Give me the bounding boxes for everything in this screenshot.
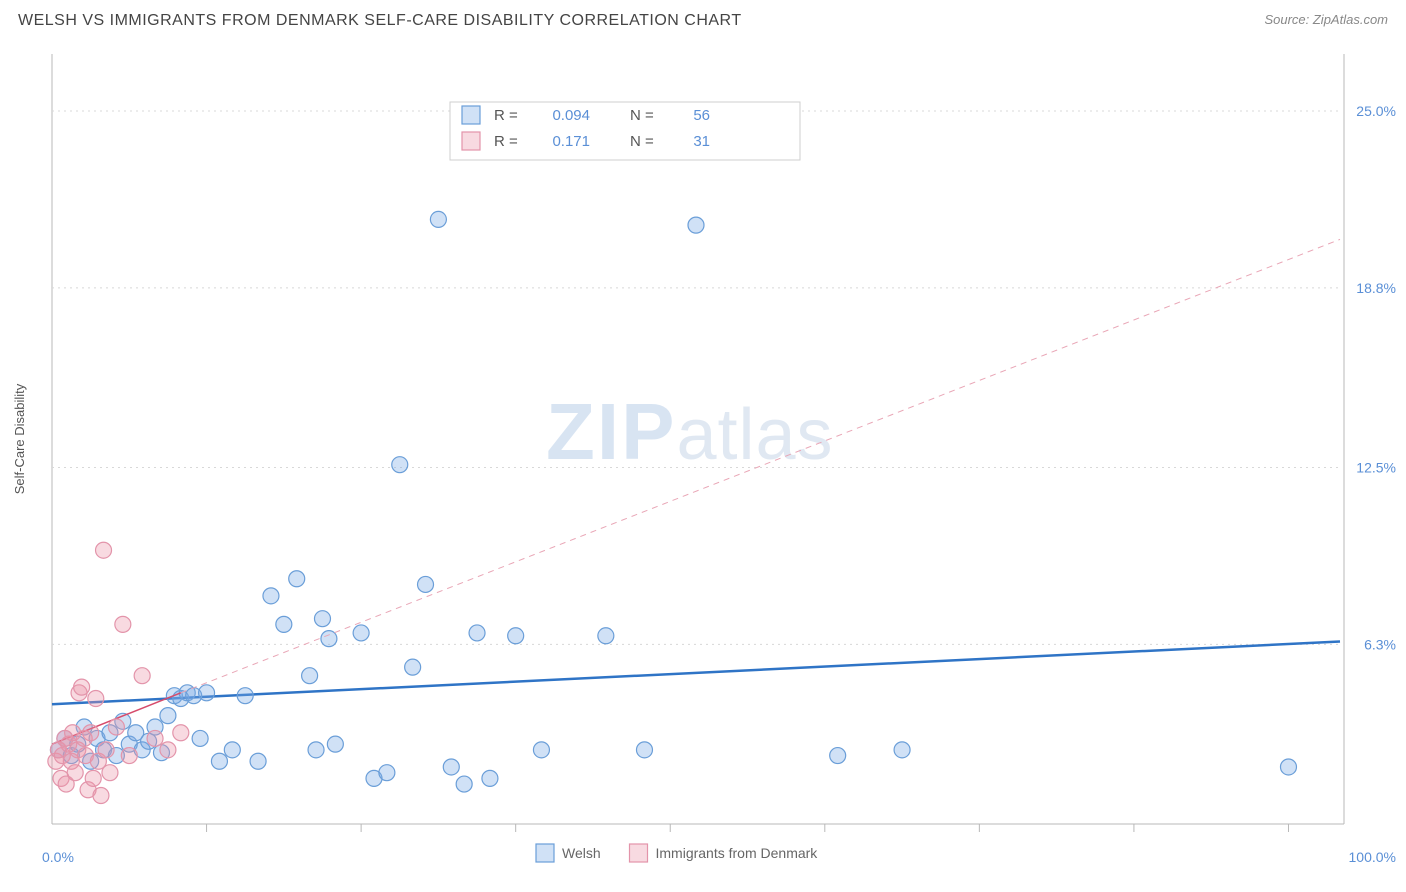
- data-point: [121, 748, 137, 764]
- data-point: [533, 742, 549, 758]
- data-point: [211, 753, 227, 769]
- scatter-chart: 25.0% 18.8% 12.5% 6.3% ZIPatlas Self-Care Dis…: [0, 44, 1406, 892]
- legend-series-label: Welsh: [562, 845, 601, 861]
- data-point: [85, 770, 101, 786]
- data-point: [93, 787, 109, 803]
- data-point: [308, 742, 324, 758]
- legend-swatch: [536, 844, 554, 862]
- data-point: [598, 628, 614, 644]
- data-point: [237, 688, 253, 704]
- data-point: [379, 765, 395, 781]
- data-point: [327, 736, 343, 752]
- data-point: [192, 730, 208, 746]
- legend-series-label: Immigrants from Denmark: [656, 845, 819, 861]
- data-point: [276, 616, 292, 632]
- data-point: [353, 625, 369, 641]
- data-point: [74, 679, 90, 695]
- y-tick-label: 18.8%: [1356, 280, 1396, 296]
- data-point: [830, 748, 846, 764]
- x-max-label: 100.0%: [1349, 849, 1396, 865]
- legend-r-label: R =: [494, 133, 518, 150]
- source-credit: Source: ZipAtlas.com: [1264, 12, 1388, 27]
- data-point: [263, 588, 279, 604]
- data-point: [405, 659, 421, 675]
- data-point: [636, 742, 652, 758]
- data-point: [160, 742, 176, 758]
- data-point: [314, 611, 330, 627]
- data-point: [83, 725, 99, 741]
- y-axis-label: Self-Care Disability: [12, 383, 27, 494]
- data-point: [224, 742, 240, 758]
- data-point: [289, 571, 305, 587]
- legend-r-value: 0.094: [552, 107, 590, 124]
- data-point: [443, 759, 459, 775]
- data-point: [894, 742, 910, 758]
- watermark-zip: ZIP: [546, 387, 676, 476]
- data-point: [456, 776, 472, 792]
- data-point: [482, 770, 498, 786]
- data-point: [430, 211, 446, 227]
- legend-swatch: [630, 844, 648, 862]
- legend-n-label: N =: [630, 107, 654, 124]
- data-point: [392, 457, 408, 473]
- legend-swatch: [462, 132, 480, 150]
- data-point: [147, 730, 163, 746]
- data-point: [688, 217, 704, 233]
- data-point: [67, 765, 83, 781]
- data-point: [134, 668, 150, 684]
- legend-r-label: R =: [494, 107, 518, 124]
- x-min-label: 0.0%: [42, 849, 74, 865]
- svg-text:ZIPatlas: ZIPatlas: [546, 387, 834, 476]
- y-tick-label: 25.0%: [1356, 103, 1396, 119]
- data-point: [302, 668, 318, 684]
- data-point: [418, 576, 434, 592]
- data-point: [108, 719, 124, 735]
- y-tick-label: 12.5%: [1356, 460, 1396, 476]
- data-point: [88, 691, 104, 707]
- legend-r-value: 0.171: [552, 133, 590, 150]
- data-point: [199, 685, 215, 701]
- data-point: [160, 708, 176, 724]
- data-point: [321, 631, 337, 647]
- legend-n-label: N =: [630, 133, 654, 150]
- data-point: [250, 753, 266, 769]
- data-point: [115, 616, 131, 632]
- data-point: [102, 765, 118, 781]
- legend-n-value: 56: [693, 107, 710, 124]
- chart-title: WELSH VS IMMIGRANTS FROM DENMARK SELF-CA…: [18, 12, 742, 30]
- data-point: [1280, 759, 1296, 775]
- y-tick-label: 6.3%: [1364, 636, 1396, 652]
- data-point: [508, 628, 524, 644]
- data-point: [173, 725, 189, 741]
- legend-n-value: 31: [693, 133, 710, 150]
- data-point: [469, 625, 485, 641]
- trend-line-dashed: [181, 239, 1340, 692]
- legend-swatch: [462, 106, 480, 124]
- watermark-atlas: atlas: [676, 395, 833, 475]
- data-point: [96, 542, 112, 558]
- data-point: [98, 742, 114, 758]
- chart-container: 25.0% 18.8% 12.5% 6.3% ZIPatlas Self-Care Dis…: [0, 44, 1406, 892]
